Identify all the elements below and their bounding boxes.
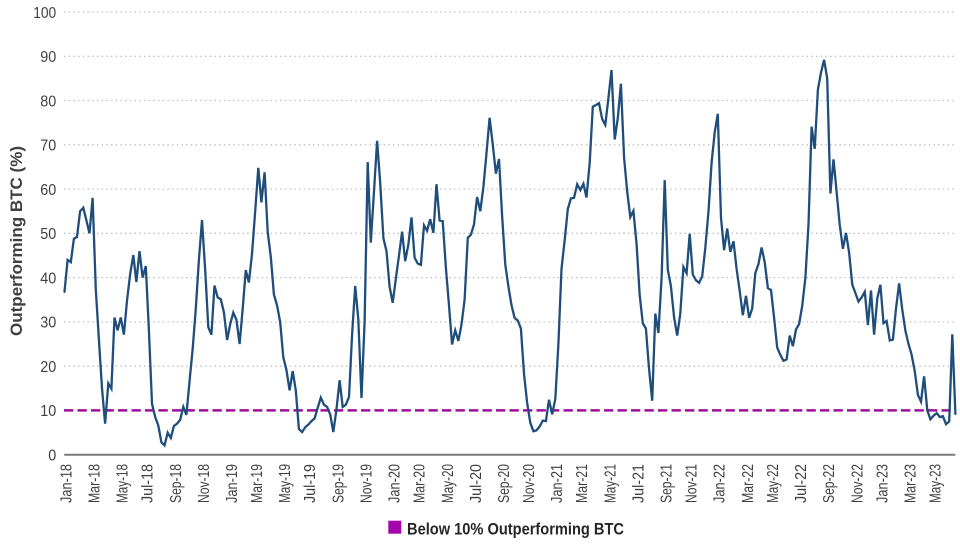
svg-text:60: 60 (40, 182, 56, 199)
svg-text:Jul-20: Jul-20 (468, 464, 485, 503)
svg-text:May-20: May-20 (440, 464, 457, 503)
svg-text:Mar-18: Mar-18 (87, 464, 104, 503)
svg-text:Nov-20: Nov-20 (521, 464, 538, 503)
svg-text:May-22: May-22 (765, 464, 782, 503)
svg-text:May-18: May-18 (115, 464, 132, 503)
svg-text:40: 40 (40, 270, 56, 287)
svg-text:Mar-19: Mar-19 (249, 464, 266, 503)
svg-text:Sep-21: Sep-21 (659, 464, 676, 503)
svg-text:100: 100 (33, 5, 56, 22)
svg-text:Outperforming BTC (%): Outperforming BTC (%) (8, 146, 26, 336)
svg-text:20: 20 (40, 359, 56, 376)
svg-text:Nov-22: Nov-22 (849, 464, 866, 503)
svg-text:Mar-21: Mar-21 (574, 464, 591, 503)
svg-text:Sep-20: Sep-20 (496, 464, 513, 503)
svg-text:Jul-19: Jul-19 (302, 464, 319, 503)
svg-text:Mar-23: Mar-23 (902, 464, 919, 503)
svg-text:10: 10 (40, 403, 56, 420)
svg-text:Sep-19: Sep-19 (330, 464, 347, 503)
svg-text:Jan-21: Jan-21 (549, 464, 566, 503)
svg-text:Below 10% Outperforming BTC: Below 10% Outperforming BTC (407, 520, 624, 539)
svg-text:Nov-21: Nov-21 (684, 464, 701, 503)
svg-text:May-21: May-21 (602, 464, 619, 503)
svg-text:May-23: May-23 (927, 464, 944, 503)
svg-text:Jan-22: Jan-22 (712, 464, 729, 503)
svg-text:Jan-19: Jan-19 (224, 464, 241, 503)
svg-text:90: 90 (40, 49, 56, 66)
svg-text:Jul-21: Jul-21 (631, 464, 648, 503)
svg-text:Mar-20: Mar-20 (412, 464, 429, 503)
svg-text:Mar-22: Mar-22 (740, 464, 757, 503)
svg-text:Jan-20: Jan-20 (387, 464, 404, 503)
svg-text:50: 50 (40, 226, 56, 243)
svg-text:Nov-18: Nov-18 (196, 464, 213, 503)
svg-text:Nov-19: Nov-19 (359, 464, 376, 503)
svg-text:0: 0 (48, 448, 56, 465)
svg-text:Jan-23: Jan-23 (874, 464, 891, 503)
svg-text:Jan-18: Jan-18 (58, 464, 75, 503)
svg-text:Jul-18: Jul-18 (140, 464, 157, 503)
svg-text:Sep-18: Sep-18 (168, 464, 185, 503)
svg-text:Jul-22: Jul-22 (793, 464, 810, 503)
svg-text:May-19: May-19 (277, 464, 294, 503)
svg-text:70: 70 (40, 138, 56, 155)
svg-text:30: 30 (40, 315, 56, 332)
svg-text:Sep-22: Sep-22 (821, 464, 838, 503)
svg-text:80: 80 (40, 93, 56, 110)
